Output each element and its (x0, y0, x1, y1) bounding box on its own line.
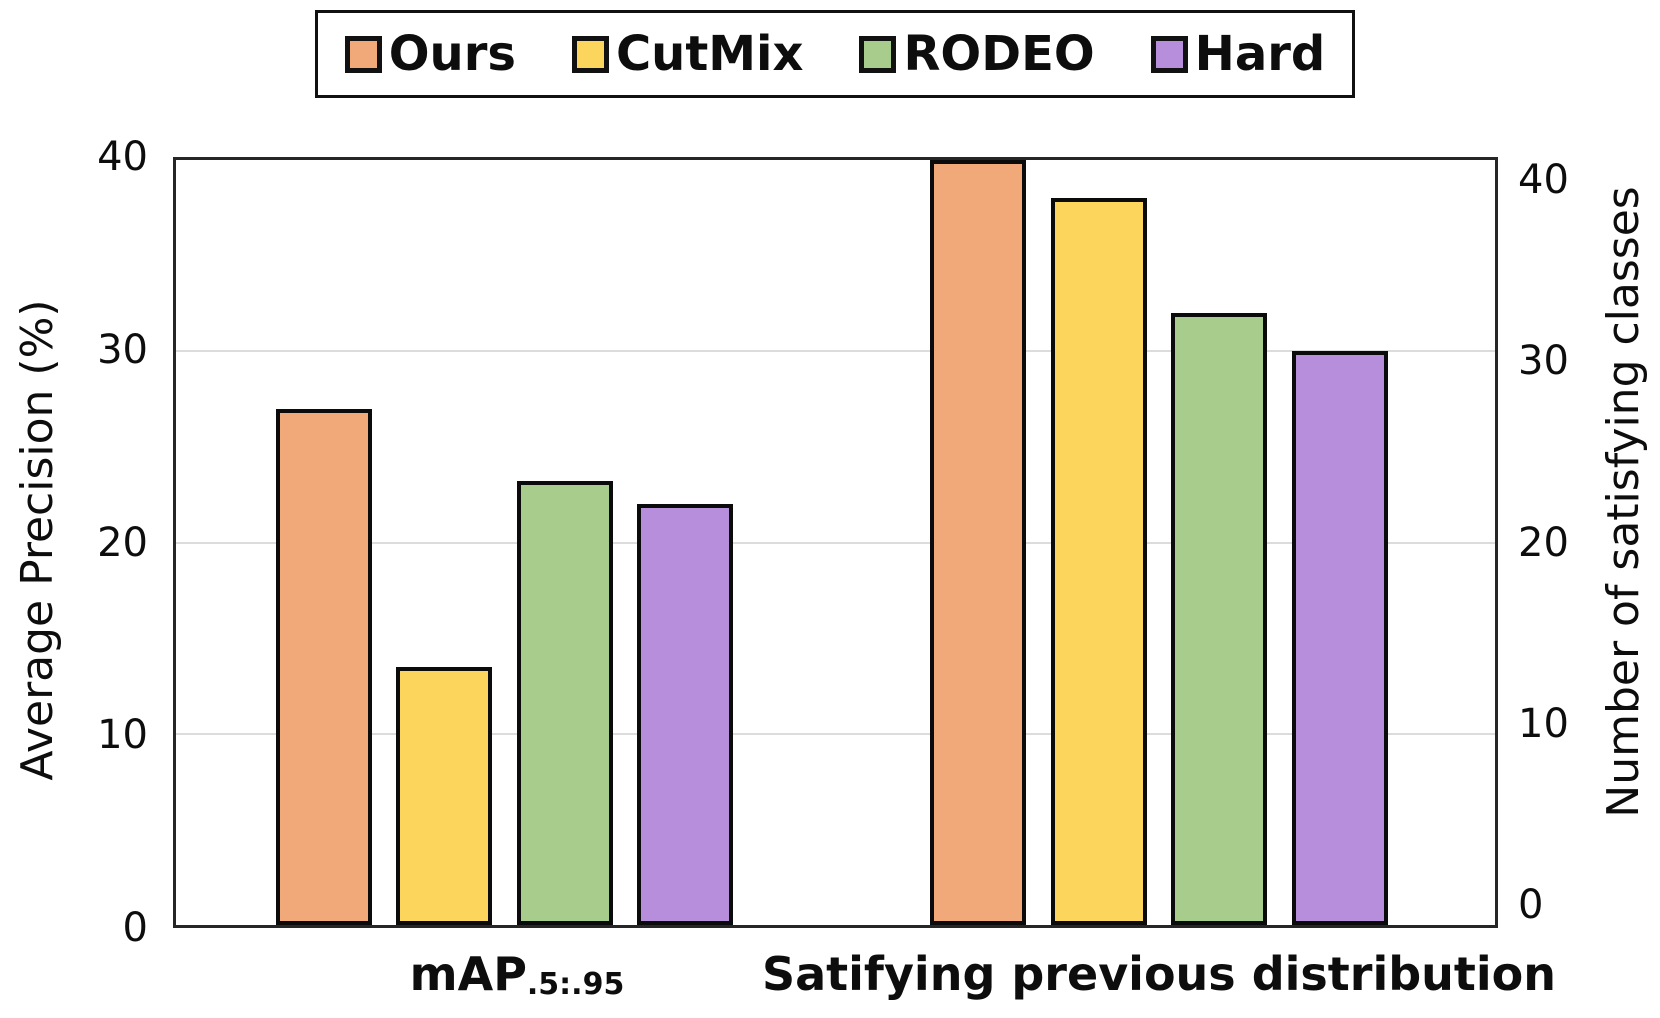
x-category-label-map-main: mAP (409, 947, 527, 1001)
bar-hard-map (637, 504, 734, 925)
gridline-20 (176, 541, 1495, 544)
right-axis-tick-0: 0 (1518, 882, 1544, 928)
right-axis-tick-20: 20 (1518, 519, 1569, 566)
legend-swatch-ours (344, 35, 382, 73)
bar-rodeo-map (516, 481, 613, 925)
left-axis-tick-40: 40 (97, 134, 148, 180)
legend: Ours CutMix RODEO Hard (315, 10, 1355, 98)
legend-label-hard: Hard (1194, 26, 1326, 82)
legend-label-cutmix: CutMix (615, 26, 804, 82)
x-category-label-distribution: Satifying previous distribution (762, 942, 1556, 1006)
legend-item-ours: Ours (344, 26, 516, 82)
legend-swatch-rodeo (859, 35, 897, 73)
bar-ours-map (275, 408, 372, 925)
legend-swatch-hard (1150, 35, 1188, 73)
gridline-30 (176, 350, 1495, 353)
bar-hard-distribution (1291, 351, 1388, 925)
legend-swatch-cutmix (571, 35, 609, 73)
legend-label-ours: Ours (388, 26, 516, 82)
plot-area (173, 157, 1498, 928)
bar-cutmix-distribution (1050, 198, 1147, 925)
legend-item-rodeo: RODEO (859, 26, 1095, 82)
right-axis-tick-40: 40 (1518, 157, 1569, 203)
x-category-label-map: mAP.5:.95 (410, 942, 625, 1006)
left-axis-tick-0: 0 (122, 905, 148, 951)
bar-cutmix-map (396, 666, 493, 925)
legend-item-cutmix: CutMix (571, 26, 804, 82)
left-axis-tick-10: 10 (97, 712, 148, 759)
legend-label-rodeo: RODEO (903, 26, 1095, 82)
x-category-label-distribution-main: Satifying previous distribution (762, 947, 1556, 1001)
left-axis-tick-30: 30 (97, 326, 148, 373)
left-axis-tick-20: 20 (97, 519, 148, 566)
bar-ours-distribution (930, 160, 1027, 925)
x-category-label-map-subscript: .5:.95 (526, 967, 625, 1002)
legend-item-hard: Hard (1150, 26, 1326, 82)
right-axis-tick-30: 30 (1518, 338, 1569, 385)
right-axis-tick-10: 10 (1518, 700, 1569, 747)
gridline-10 (176, 732, 1495, 735)
bar-rodeo-distribution (1171, 313, 1268, 925)
